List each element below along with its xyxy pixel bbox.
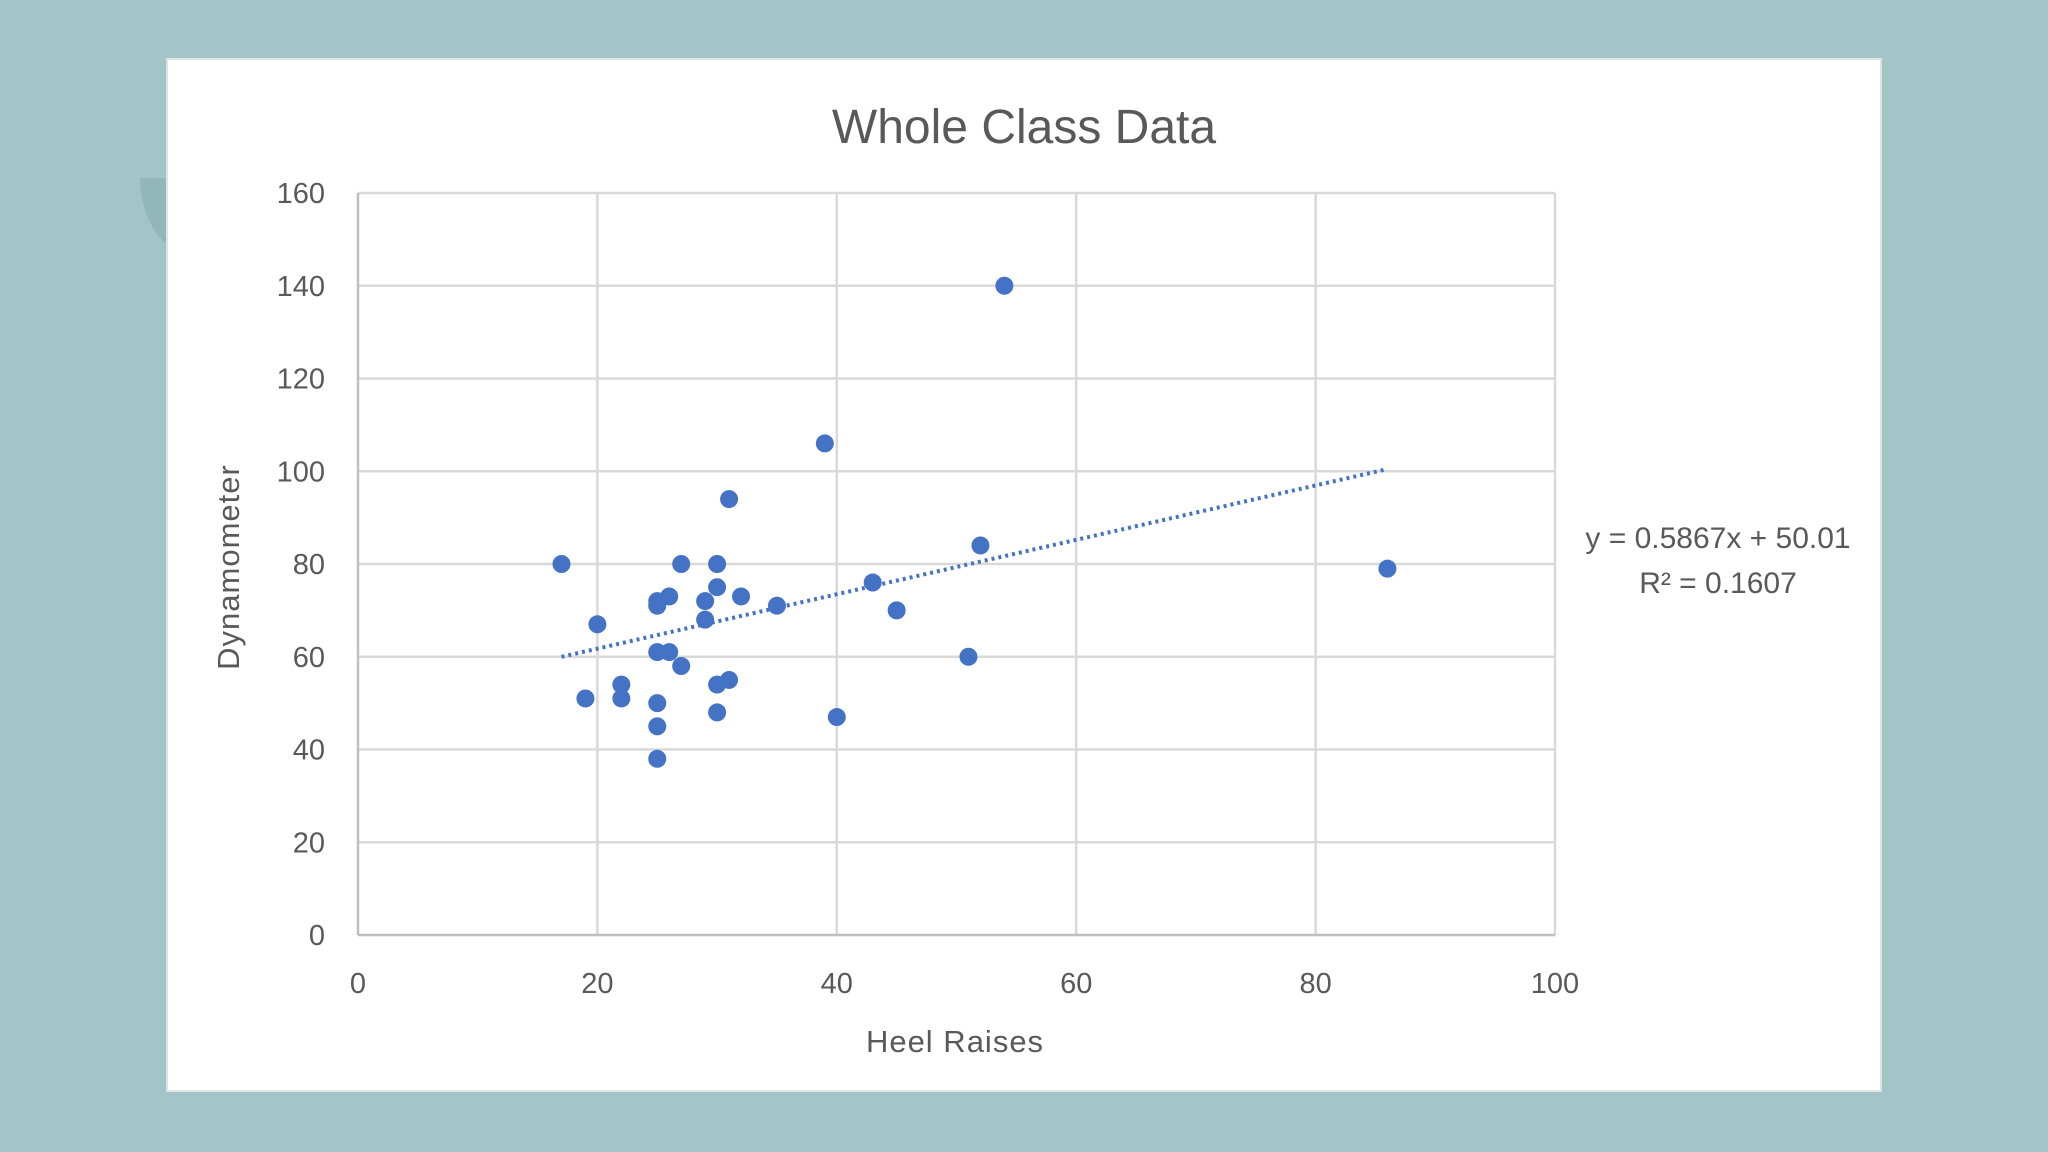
x-tick-label: 80 — [1299, 968, 1331, 1000]
data-point — [827, 708, 846, 727]
y-tick-label: 0 — [309, 920, 325, 952]
data-point — [887, 601, 906, 620]
data-point — [552, 555, 571, 573]
y-tick-label: 100 — [277, 456, 325, 488]
y-tick-label: 120 — [277, 364, 325, 396]
x-tick-label: 0 — [350, 968, 366, 1000]
data-point — [696, 592, 715, 611]
data-point — [660, 587, 679, 606]
y-tick-label: 160 — [277, 178, 325, 210]
tick-labels: 0 20 40 60 80 100 120 140 160 0 20 40 60 80 100 — [277, 178, 1580, 1000]
data-point — [995, 276, 1014, 295]
data-point — [648, 694, 667, 713]
x-tick-label: 40 — [821, 968, 853, 1000]
data-point — [720, 670, 739, 689]
data-point — [648, 749, 667, 768]
x-tick-label: 20 — [581, 968, 613, 1000]
data-point — [1378, 559, 1397, 578]
data-point — [732, 587, 751, 606]
data-point — [612, 675, 631, 694]
y-tick-label: 20 — [293, 827, 325, 859]
data-point — [863, 573, 882, 592]
y-tick-label: 140 — [277, 271, 325, 303]
data-point — [720, 490, 739, 509]
x-axis-title: Heel Raises — [866, 1024, 1044, 1059]
data-point — [576, 689, 595, 708]
data-points — [552, 276, 1397, 768]
data-point — [708, 703, 727, 722]
data-point — [648, 717, 667, 736]
trendline-equation: y = 0.5867x + 50.01 — [1585, 522, 1850, 555]
x-tick-label: 100 — [1531, 968, 1579, 1000]
data-point — [672, 555, 691, 573]
data-point — [612, 689, 631, 708]
data-point — [708, 578, 727, 597]
chart-card — [166, 58, 1882, 1092]
data-point — [672, 657, 691, 676]
data-point — [588, 615, 607, 634]
data-point — [696, 610, 715, 629]
data-point — [660, 643, 679, 662]
x-tick-label: 60 — [1060, 968, 1092, 1000]
axes — [356, 193, 1555, 937]
y-tick-label: 40 — [293, 735, 325, 767]
y-tick-label: 80 — [293, 549, 325, 581]
y-axis-title: Dynamometer — [211, 464, 246, 670]
data-point — [767, 596, 786, 615]
data-point — [971, 536, 990, 555]
chart-title: Whole Class Data — [832, 101, 1216, 154]
data-point — [959, 647, 978, 666]
data-point — [815, 434, 834, 453]
trendline-r-squared: R² = 0.1607 — [1639, 567, 1797, 600]
y-tick-label: 60 — [293, 642, 325, 674]
data-point — [708, 555, 727, 573]
gridlines — [358, 191, 1557, 935]
